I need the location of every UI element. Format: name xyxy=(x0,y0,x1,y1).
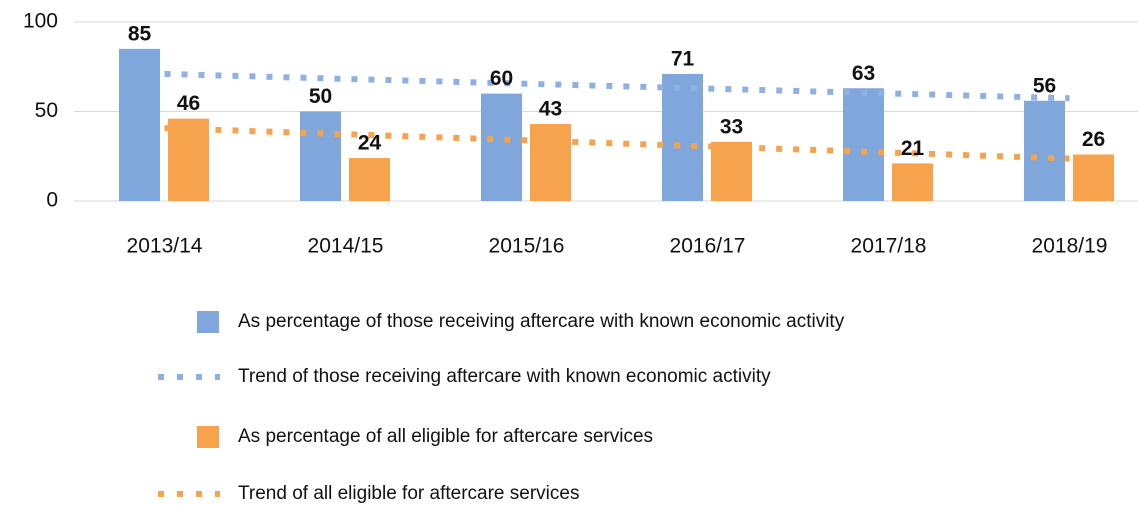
y-tick-label: 50 xyxy=(35,99,58,122)
x-tick-label: 2015/16 xyxy=(489,235,565,258)
legend-label: As percentage of all eligible for afterc… xyxy=(238,426,653,447)
bar xyxy=(349,158,390,201)
bar xyxy=(892,163,933,201)
data-label: 43 xyxy=(539,98,562,121)
bar xyxy=(662,73,703,201)
legend-swatch xyxy=(197,311,219,333)
y-tick-label: 0 xyxy=(46,189,58,212)
x-tick-label: 2017/18 xyxy=(851,235,927,258)
data-label: 46 xyxy=(177,92,200,115)
bar xyxy=(1024,100,1065,201)
data-label: 33 xyxy=(720,115,743,138)
legend-label: Trend of those receiving aftercare with … xyxy=(238,366,771,387)
data-label: 24 xyxy=(358,132,382,155)
data-label: 60 xyxy=(490,67,513,90)
data-label: 71 xyxy=(671,47,695,70)
bar xyxy=(119,48,160,201)
data-label: 63 xyxy=(852,62,875,85)
legend-swatch xyxy=(197,426,219,448)
legend-label: As percentage of those receiving afterca… xyxy=(238,311,845,332)
data-label: 21 xyxy=(901,137,925,160)
bar xyxy=(481,93,522,201)
data-label: 50 xyxy=(309,85,332,108)
x-tick-label: 2014/15 xyxy=(308,235,384,258)
data-label: 56 xyxy=(1033,74,1056,97)
bar xyxy=(843,88,884,201)
bar xyxy=(1073,154,1114,201)
data-label: 85 xyxy=(128,22,152,45)
x-tick-label: 2018/19 xyxy=(1032,235,1108,258)
y-tick-label: 100 xyxy=(23,10,58,33)
bar xyxy=(300,111,341,201)
x-tick-label: 2016/17 xyxy=(670,235,746,258)
bar xyxy=(711,141,752,201)
x-tick-label: 2013/14 xyxy=(127,235,203,258)
trend-line xyxy=(164,70,1070,102)
data-label: 26 xyxy=(1082,128,1105,151)
bar xyxy=(530,124,571,201)
legend-label: Trend of all eligible for aftercare serv… xyxy=(238,483,579,504)
